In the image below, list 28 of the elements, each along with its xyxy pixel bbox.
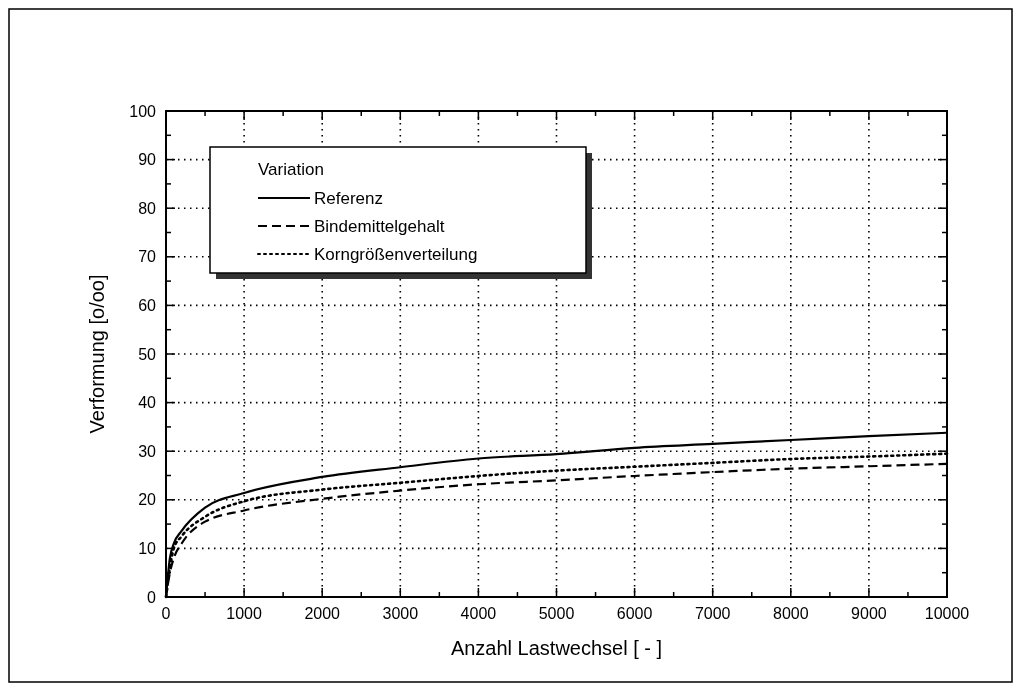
x-tick-label: 4000: [460, 605, 497, 622]
y-axis-title: Verformung [o/oo]: [86, 274, 108, 434]
y-tick-label: 70: [138, 248, 157, 266]
y-tick-label: 80: [138, 199, 157, 217]
y-tick-label: 40: [138, 394, 157, 412]
x-tick-label: 0: [161, 605, 171, 622]
legend-label: Bindemittelgehalt: [314, 217, 445, 236]
x-tick-label: 6000: [616, 605, 653, 622]
y-tick-label: 90: [138, 151, 157, 169]
legend-title: Variation: [258, 160, 324, 179]
x-tick-label: 3000: [382, 605, 419, 622]
x-tick-label: 10000: [924, 605, 970, 622]
y-tick-label: 10: [138, 540, 157, 557]
x-tick-label: 2000: [304, 605, 341, 622]
y-tick-label: 100: [129, 102, 157, 120]
x-tick-label: 5000: [538, 605, 575, 622]
x-tick-label: 9000: [851, 605, 887, 622]
legend-label: Korngrößenverteilung: [314, 245, 478, 264]
y-tick-label: 30: [138, 442, 157, 460]
x-tick-label: 1000: [226, 605, 262, 622]
y-tick-label: 0: [147, 588, 157, 606]
x-tick-label: 7000: [694, 605, 731, 622]
x-axis-title: Anzahl Lastwechsel [ - ]: [450, 637, 663, 659]
y-tick-label: 60: [138, 297, 157, 314]
y-tick-label: 50: [138, 345, 157, 363]
x-tick-label: 8000: [773, 605, 809, 622]
legend-label: Referenz: [314, 189, 383, 208]
y-tick-label: 20: [138, 491, 157, 509]
